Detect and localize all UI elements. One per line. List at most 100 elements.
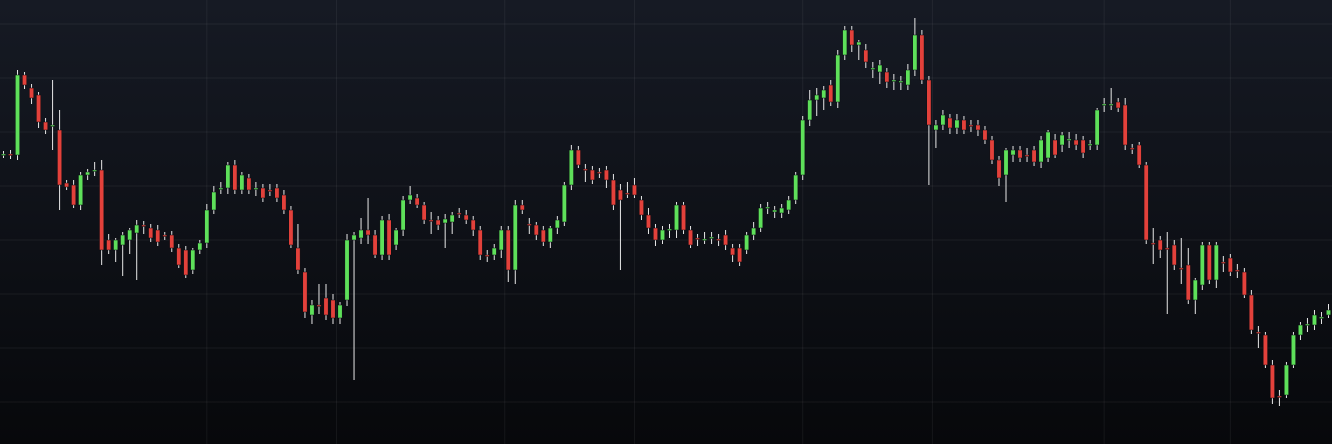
- candle-body: [982, 129, 988, 141]
- candle-body: [365, 229, 371, 236]
- candle-body: [295, 247, 301, 271]
- candle-body: [1291, 334, 1296, 366]
- candle-body: [1255, 331, 1261, 334]
- candle-body: [554, 219, 560, 229]
- candle-body: [344, 239, 350, 301]
- candle-body: [709, 236, 714, 239]
- candle-body: [1108, 103, 1114, 106]
- candle-body: [765, 206, 771, 209]
- candle-body: [260, 187, 266, 199]
- candle-body: [36, 94, 41, 123]
- candle-body: [1010, 149, 1016, 156]
- candle-body: [1185, 264, 1191, 301]
- candle-body: [1059, 134, 1065, 146]
- candle-body: [533, 224, 539, 236]
- candle-body: [1164, 247, 1170, 250]
- candle-body: [716, 238, 722, 241]
- candle-body: [828, 84, 834, 103]
- candle-body: [246, 177, 252, 191]
- candle-body: [547, 227, 553, 243]
- candle-body: [814, 94, 820, 101]
- candle-body: [253, 187, 259, 190]
- candle-body: [1319, 316, 1324, 319]
- candle-body: [653, 227, 658, 241]
- candle-body: [975, 124, 981, 131]
- candle-body: [211, 191, 217, 211]
- candle-body: [919, 34, 925, 81]
- candle-body: [127, 229, 133, 241]
- candle-body: [50, 124, 56, 127]
- candle-body: [358, 229, 364, 239]
- candle-body: [1269, 364, 1275, 399]
- candle-body: [239, 174, 245, 191]
- candle-body: [1241, 271, 1247, 296]
- candle-body: [618, 189, 623, 201]
- candle-body: [1284, 364, 1289, 396]
- candle-body: [660, 229, 665, 241]
- candle-body: [519, 204, 525, 211]
- candle-body: [582, 168, 588, 171]
- candle-body: [309, 304, 315, 316]
- candle-body: [737, 247, 743, 263]
- candle-body: [1150, 242, 1156, 245]
- candle-body: [863, 49, 869, 63]
- candle-body: [1199, 244, 1205, 286]
- candle-body: [800, 119, 806, 176]
- candle-body: [428, 219, 434, 222]
- candle-body: [947, 117, 953, 129]
- candle-body: [912, 34, 918, 71]
- candle-body: [1031, 149, 1037, 163]
- candle-body: [898, 80, 904, 83]
- candle-body: [1038, 139, 1044, 163]
- candle-body: [849, 29, 855, 46]
- candle-body: [183, 249, 189, 276]
- candle-body: [316, 304, 322, 307]
- candle-body: [674, 204, 679, 231]
- candle-body: [968, 124, 974, 127]
- candle-body: [197, 242, 203, 251]
- candle-body: [337, 304, 343, 319]
- candle-body: [884, 71, 890, 83]
- candle-body: [372, 234, 378, 256]
- candle-body: [288, 209, 294, 246]
- candle-body: [821, 89, 827, 99]
- candle-body: [1066, 138, 1072, 141]
- candle-body: [1122, 104, 1128, 146]
- candle-body: [379, 219, 385, 256]
- candle-body: [1080, 139, 1086, 154]
- candle-body: [498, 229, 504, 251]
- candle-body: [905, 69, 911, 86]
- candle-body: [449, 214, 455, 223]
- candle-body: [274, 187, 280, 199]
- candle-body: [526, 223, 532, 226]
- candle-body: [120, 234, 126, 246]
- candle-body: [589, 169, 595, 181]
- candle-body: [1171, 244, 1177, 266]
- candle-body: [414, 197, 420, 206]
- candle-body: [57, 129, 63, 186]
- candle-body: [1298, 324, 1303, 336]
- candle-body: [632, 184, 637, 196]
- candle-body: [1227, 257, 1233, 273]
- candle-body: [225, 164, 231, 189]
- candle-body: [723, 234, 729, 246]
- candle-body: [793, 174, 799, 201]
- candle-body: [1262, 334, 1268, 366]
- candle-body: [540, 229, 546, 243]
- candle-body: [891, 79, 897, 82]
- candle-body: [807, 99, 813, 121]
- candle-body: [1, 153, 6, 156]
- candle-body: [29, 87, 34, 99]
- candle-body: [1129, 147, 1135, 150]
- candle-body: [351, 234, 357, 241]
- candle-body: [92, 169, 98, 172]
- candle-body: [393, 229, 399, 246]
- candle-body: [596, 171, 602, 174]
- candle-body: [1115, 101, 1121, 109]
- candle-body: [688, 229, 693, 246]
- candle-body: [1213, 244, 1219, 281]
- candle-body: [99, 169, 105, 251]
- candle-body: [681, 204, 686, 231]
